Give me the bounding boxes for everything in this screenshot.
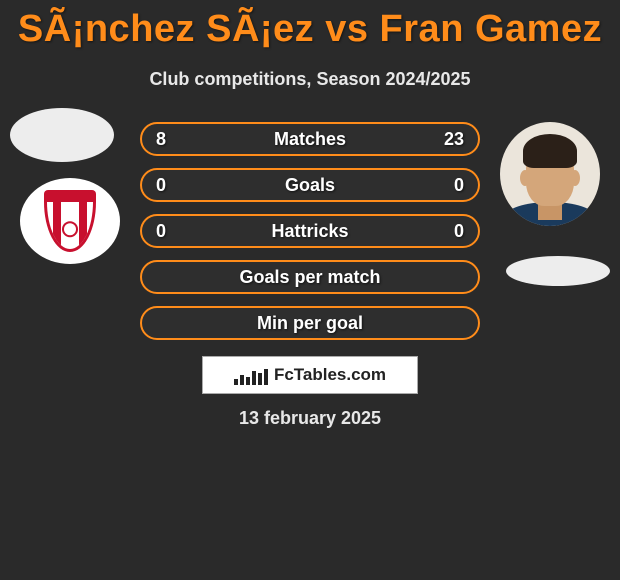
stat-left-value: 0 xyxy=(156,221,166,242)
stat-right-value: 23 xyxy=(444,129,464,150)
player-right-club-badge-placeholder xyxy=(506,256,610,286)
stat-label: Goals xyxy=(285,175,335,196)
bar-chart-icon xyxy=(234,365,270,385)
stat-row-matches: 8 Matches 23 xyxy=(140,122,480,156)
club-shield-icon xyxy=(44,190,96,252)
player-left-avatar-placeholder xyxy=(10,108,114,162)
stat-row-goals-per-match: Goals per match xyxy=(140,260,480,294)
stat-row-min-per-goal: Min per goal xyxy=(140,306,480,340)
stat-label: Matches xyxy=(274,129,346,150)
stat-right-value: 0 xyxy=(454,175,464,196)
stat-label: Hattricks xyxy=(271,221,348,242)
fctables-logo[interactable]: FcTables.com xyxy=(202,356,418,394)
stat-row-hattricks: 0 Hattricks 0 xyxy=(140,214,480,248)
stats-container: 8 Matches 23 0 Goals 0 0 Hattricks 0 Goa… xyxy=(140,122,480,352)
page-title: SÃ¡nchez SÃ¡ez vs Fran Gamez xyxy=(0,0,620,51)
subtitle: Club competitions, Season 2024/2025 xyxy=(0,69,620,90)
stat-label: Min per goal xyxy=(257,313,363,334)
stat-left-value: 0 xyxy=(156,175,166,196)
player-left-club-badge xyxy=(20,178,120,264)
stat-right-value: 0 xyxy=(454,221,464,242)
stat-left-value: 8 xyxy=(156,129,166,150)
date-label: 13 february 2025 xyxy=(0,408,620,429)
logo-text: FcTables.com xyxy=(274,365,386,385)
player-right-avatar xyxy=(500,122,600,226)
stat-label: Goals per match xyxy=(239,267,380,288)
stat-row-goals: 0 Goals 0 xyxy=(140,168,480,202)
